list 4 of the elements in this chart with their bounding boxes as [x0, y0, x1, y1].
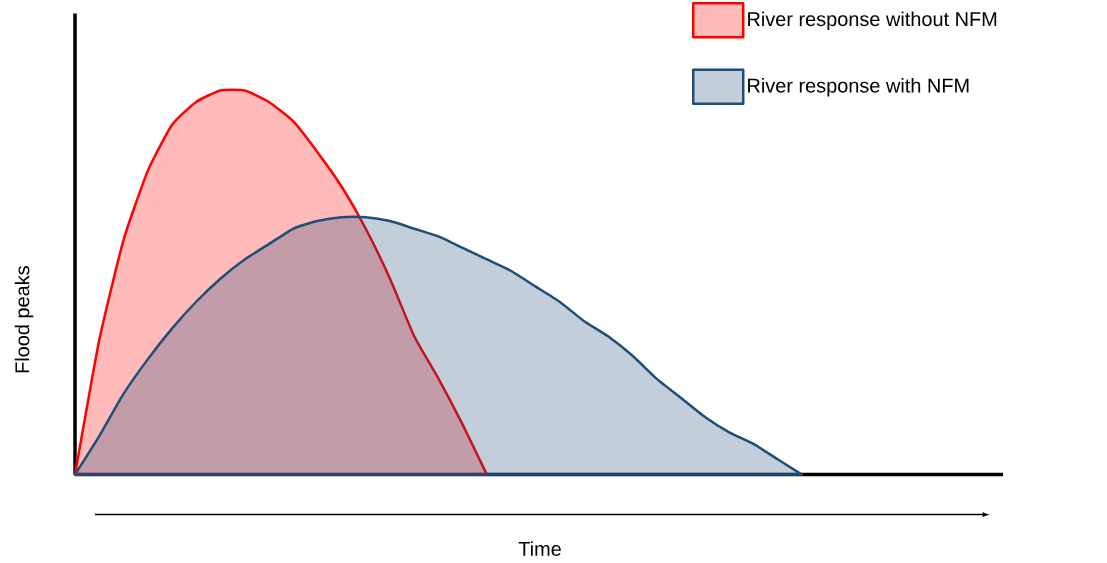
y-axis-title: Flood peaks — [14, 266, 34, 373]
x-axis-title: Time — [518, 541, 561, 557]
legend-label: River response without NFM — [748, 11, 997, 31]
legend-label: River response with NFM — [748, 78, 969, 97]
